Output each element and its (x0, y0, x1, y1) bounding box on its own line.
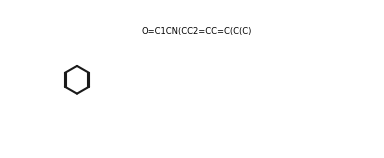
Text: O=C1CN(CC2=CC=C(C(C): O=C1CN(CC2=CC=C(C(C) (142, 27, 252, 36)
